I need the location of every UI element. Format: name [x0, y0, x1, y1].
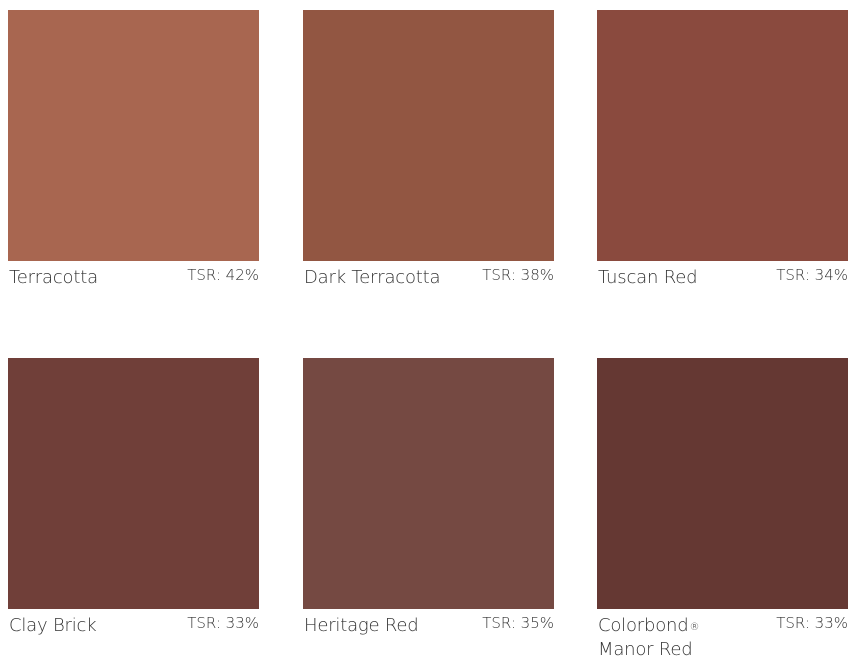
swatch-name: Tuscan Red — [598, 267, 698, 288]
swatch-name-line-1: Colorbond® — [598, 614, 699, 638]
swatch-card-tuscan-red[interactable]: Tuscan Red TSR: 34% — [597, 10, 848, 321]
color-swatch[interactable] — [303, 10, 554, 261]
swatch-name: Terracotta — [9, 267, 98, 288]
swatch-label-row: Terracotta TSR: 42% — [8, 261, 259, 321]
swatch-label-row: Heritage Red TSR: 35% — [303, 609, 554, 669]
swatch-label-row: Dark Terracotta TSR: 38% — [303, 261, 554, 321]
swatch-tsr: TSR: 42% — [187, 266, 259, 284]
color-swatch[interactable] — [8, 10, 259, 261]
swatch-name: Colorbond® Manor Red — [598, 614, 699, 662]
swatch-card-manor-red[interactable]: Colorbond® Manor Red TSR: 33% — [597, 358, 848, 669]
registered-mark: ® — [689, 622, 700, 633]
swatch-label-row: Colorbond® Manor Red TSR: 33% — [597, 609, 848, 669]
swatch-name: Clay Brick — [9, 615, 97, 636]
swatch-card-terracotta[interactable]: Terracotta TSR: 42% — [8, 10, 259, 321]
color-swatch[interactable] — [8, 358, 259, 609]
swatch-card-heritage-red[interactable]: Heritage Red TSR: 35% — [303, 358, 554, 669]
swatch-tsr: TSR: 33% — [187, 614, 259, 632]
swatch-card-clay-brick[interactable]: Clay Brick TSR: 33% — [8, 358, 259, 669]
brand-name: Colorbond — [598, 615, 689, 636]
swatch-name-line-2: Manor Red — [598, 639, 693, 660]
swatch-label-row: Clay Brick TSR: 33% — [8, 609, 259, 669]
color-swatch[interactable] — [597, 358, 848, 609]
swatch-tsr: TSR: 33% — [776, 614, 848, 632]
swatch-name: Heritage Red — [304, 615, 419, 636]
swatch-card-dark-terracotta[interactable]: Dark Terracotta TSR: 38% — [303, 10, 554, 321]
swatch-tsr: TSR: 38% — [482, 266, 554, 284]
swatch-label-row: Tuscan Red TSR: 34% — [597, 261, 848, 321]
swatch-tsr: TSR: 34% — [776, 266, 848, 284]
swatch-name: Dark Terracotta — [304, 267, 441, 288]
color-swatch[interactable] — [303, 358, 554, 609]
color-swatch[interactable] — [597, 10, 848, 261]
swatch-tsr: TSR: 35% — [482, 614, 554, 632]
